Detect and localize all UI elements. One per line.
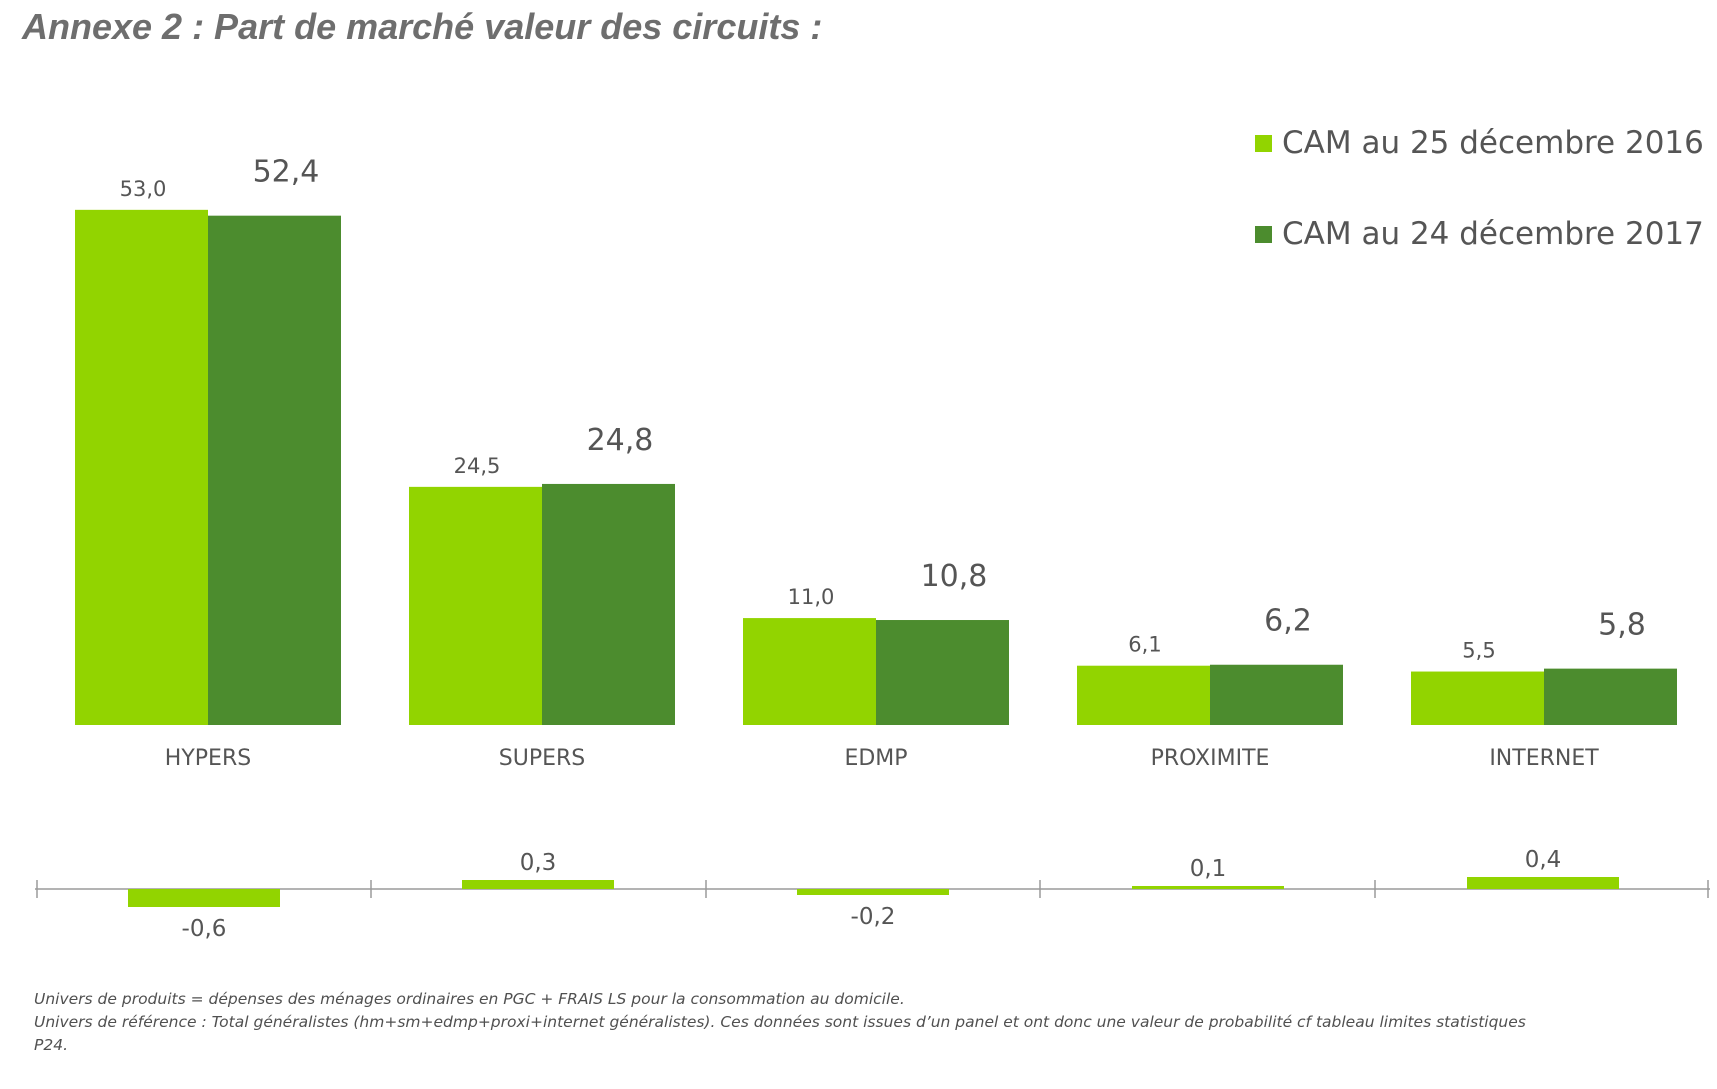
bar bbox=[542, 483, 675, 725]
category-label: HYPERS bbox=[165, 746, 251, 771]
diff-bar bbox=[1132, 886, 1284, 889]
data-label: 5,5 bbox=[1462, 639, 1495, 663]
diff-label: 0,4 bbox=[1525, 847, 1562, 873]
footnote-line: Univers de référence : Total généraliste… bbox=[34, 1013, 1526, 1031]
data-label: 10,8 bbox=[921, 559, 988, 594]
data-label: 5,8 bbox=[1598, 608, 1646, 643]
page-title: Annexe 2 : Part de marché valeur des cir… bbox=[22, 6, 823, 47]
data-label: 24,8 bbox=[587, 423, 654, 458]
diff-label: 0,1 bbox=[1190, 856, 1227, 882]
category-label: EDMP bbox=[844, 746, 907, 771]
bar bbox=[876, 620, 1009, 725]
bar bbox=[743, 618, 876, 725]
bar bbox=[75, 209, 208, 726]
category-label: PROXIMITE bbox=[1151, 746, 1270, 771]
footnote-line: P24. bbox=[34, 1036, 68, 1054]
data-label: 24,5 bbox=[454, 454, 501, 478]
bar bbox=[1077, 665, 1210, 725]
data-label: 6,1 bbox=[1128, 633, 1161, 657]
footnote-line: Univers de produits = dépenses des ménag… bbox=[34, 990, 905, 1008]
legend-label: CAM au 24 décembre 2017 bbox=[1282, 216, 1704, 252]
bar bbox=[1544, 668, 1677, 725]
bar bbox=[1210, 664, 1343, 725]
diff-bar bbox=[797, 889, 949, 895]
data-label: 6,2 bbox=[1264, 604, 1312, 639]
legend-swatch bbox=[1255, 135, 1272, 152]
legend-swatch bbox=[1255, 226, 1272, 243]
data-label: 52,4 bbox=[253, 155, 320, 190]
data-label: 11,0 bbox=[788, 585, 835, 609]
data-label: 53,0 bbox=[120, 177, 167, 201]
diff-label: -0,6 bbox=[182, 916, 227, 942]
diff-bar bbox=[1467, 877, 1619, 889]
bar bbox=[1411, 671, 1544, 725]
bar bbox=[208, 215, 341, 725]
legend-label: CAM au 25 décembre 2016 bbox=[1282, 125, 1704, 161]
category-label: SUPERS bbox=[499, 746, 586, 771]
diff-label: -0,2 bbox=[851, 904, 896, 930]
diff-bar bbox=[128, 889, 280, 907]
diff-bar bbox=[462, 880, 614, 889]
bar bbox=[409, 486, 542, 725]
category-label: INTERNET bbox=[1489, 746, 1599, 771]
diff-label: 0,3 bbox=[520, 850, 557, 876]
footnote: Univers de produits = dépenses des ménag… bbox=[34, 988, 1694, 1057]
